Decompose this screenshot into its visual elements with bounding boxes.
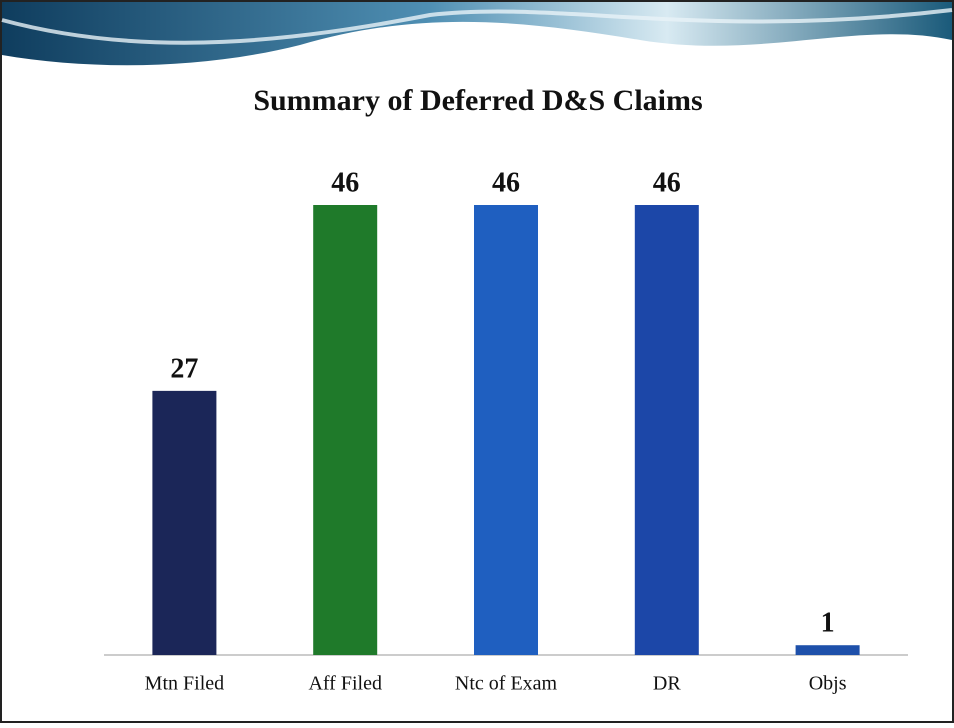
bar [313, 205, 377, 655]
x-tick-label: Aff Filed [308, 673, 382, 695]
data-label: 1 [821, 608, 835, 639]
bar [474, 205, 538, 655]
bar [635, 205, 699, 655]
chart-title: Summary of Deferred D&S Claims [253, 84, 702, 117]
x-tick-label: Ntc of Exam [455, 673, 558, 695]
x-tick-label: DR [653, 673, 681, 695]
bar [796, 645, 860, 655]
x-tick-label: Mtn Filed [145, 673, 224, 695]
x-tick-label: Objs [809, 673, 847, 695]
data-label: 46 [492, 167, 520, 198]
chart: Summary of Deferred D&S Claims Mtn Filed… [0, 0, 954, 723]
data-label: 46 [653, 167, 681, 198]
data-label: 27 [170, 353, 198, 384]
bar [152, 391, 216, 655]
data-label: 46 [331, 167, 359, 198]
